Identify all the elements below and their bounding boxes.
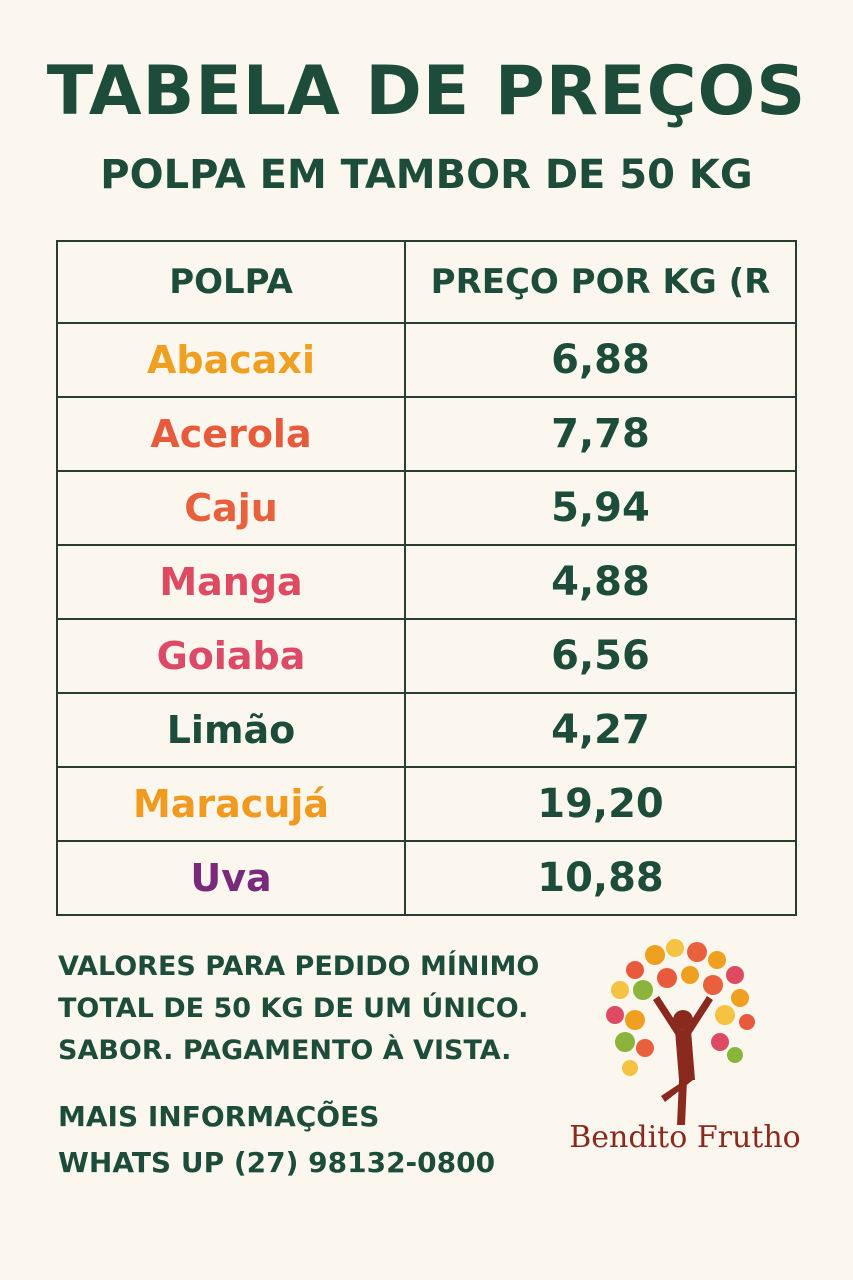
table-row: Goiaba 6,56 (56, 618, 797, 694)
fruit-cluster (606, 939, 755, 1076)
note-line: SABOR. PAGAMENTO À VISTA. (58, 1035, 512, 1066)
price-value: 19,20 (404, 766, 797, 842)
price-value: 5,94 (404, 470, 797, 546)
fruit-name: Limão (56, 692, 406, 768)
column-header-price: PREÇO POR KG (R (404, 240, 797, 324)
fruit-name: Manga (56, 544, 406, 620)
fruit-name: Abacaxi (56, 322, 406, 398)
whatsapp-number: WHATS UP (27) 98132-0800 (58, 1146, 496, 1179)
price-value: 7,78 (404, 396, 797, 472)
brand-name: Bendito Frutho (569, 1120, 801, 1155)
fruit-name: Uva (56, 840, 406, 916)
fruit-name: Acerola (56, 396, 406, 472)
price-value: 4,88 (404, 544, 797, 620)
table-row: Abacaxi 6,88 (56, 322, 797, 398)
price-value: 10,88 (404, 840, 797, 916)
price-value: 6,88 (404, 322, 797, 398)
fruit-name: Caju (56, 470, 406, 546)
note-line: TOTAL DE 50 KG DE UM ÚNICO. (58, 993, 529, 1024)
price-value: 4,27 (404, 692, 797, 768)
table-row: Maracujá 19,20 (56, 766, 797, 842)
table-row: Caju 5,94 (56, 470, 797, 546)
contact-info: MAIS INFORMAÇÕES WHATS UP (27) 98132-080… (58, 1094, 578, 1186)
table-row: Limão 4,27 (56, 692, 797, 768)
price-table: POLPA PREÇO POR KG (R Abacaxi 6,88 Acerola… (56, 240, 797, 916)
fruit-tree-person-icon (575, 930, 795, 1170)
table-row: Manga 4,88 (56, 544, 797, 620)
fruit-name: Goiaba (56, 618, 406, 694)
order-conditions-note: VALORES PARA PEDIDO MÍNIMO TOTAL DE 50 K… (58, 946, 578, 1072)
fruit-name: Maracujá (56, 766, 406, 842)
table-row: Uva 10,88 (56, 840, 797, 916)
table-row: Acerola 7,78 (56, 396, 797, 472)
price-value: 6,56 (404, 618, 797, 694)
table-header-row: POLPA PREÇO POR KG (R (56, 240, 797, 324)
page-title: TABELA DE PREÇOS (46, 52, 807, 131)
note-line: VALORES PARA PEDIDO MÍNIMO (58, 951, 540, 982)
person-figure (653, 996, 713, 1125)
page-subtitle: POLPA EM TAMBOR DE 50 KG (100, 152, 753, 198)
column-header-polpa: POLPA (56, 240, 406, 324)
contact-heading: MAIS INFORMAÇÕES (58, 1100, 380, 1133)
